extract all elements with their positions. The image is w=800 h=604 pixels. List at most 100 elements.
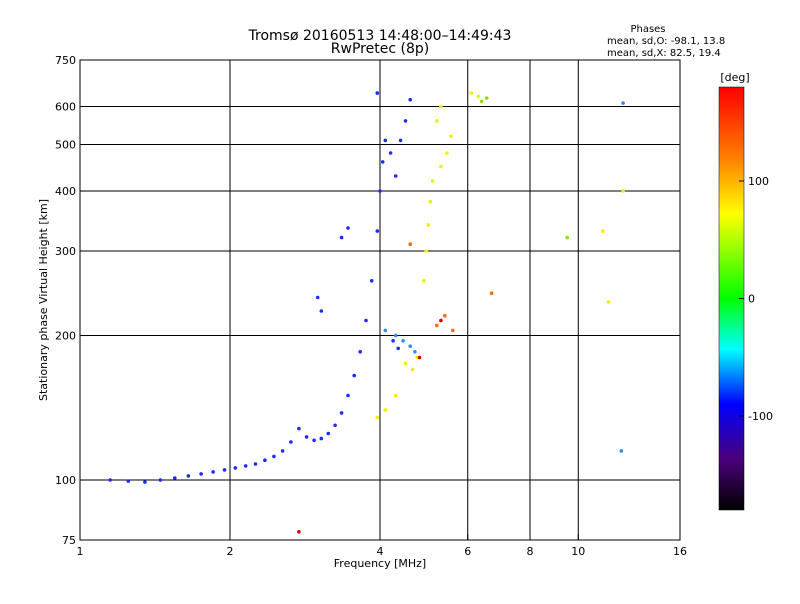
chart-title-line2: RwPretec (8p) [331,41,429,57]
data-point [326,431,331,436]
x-tick-label: 6 [464,545,471,558]
data-point [621,189,625,193]
data-point [211,470,215,474]
data-point [398,138,403,143]
data-point [315,295,320,300]
data-point [319,309,324,313]
y-tick-label: 400 [55,185,76,198]
data-point [173,476,177,480]
data-point [233,466,238,470]
data-point [369,279,374,283]
x-tick-label: 4 [377,545,384,558]
data-point [401,339,405,343]
stats-heading: Phases [630,24,665,35]
data-point [375,415,380,420]
stats-line-x: mean, sd,X: 82.5, 19.4 [607,48,721,59]
data-point [413,350,417,354]
data-point [430,179,435,183]
data-point [364,318,368,323]
data-points [108,91,625,534]
data-point [143,480,147,484]
data-point [297,426,301,431]
x-tick-label: 2 [227,545,234,558]
data-point [108,478,112,482]
data-point [393,174,398,178]
y-axis-label: Stationary phase Virtual Height [km] [37,199,50,401]
data-point [253,462,258,466]
colorbar-unit-label: [deg] [720,71,749,84]
x-tick-label: 1 [77,545,84,558]
data-point [408,97,413,102]
data-point [435,323,439,328]
data-point [403,361,408,366]
data-point [479,99,484,104]
data-point [449,134,453,139]
data-point [443,313,447,318]
data-point [126,479,131,483]
data-point [484,96,489,100]
data-point [428,199,433,204]
colorbar-tick-label: -100 [748,410,773,423]
data-point [439,164,443,169]
x-tick-label: 8 [527,545,534,558]
data-point [383,138,388,143]
y-tick-label: 600 [55,101,76,114]
data-point [601,229,605,233]
data-point [375,91,380,95]
data-point [304,435,309,439]
data-point [439,104,443,109]
data-point [469,91,474,95]
data-point [565,235,569,240]
data-point [346,226,350,230]
data-point [186,474,191,478]
data-point [396,346,401,351]
y-tick-label: 300 [55,245,76,258]
colorbar-tick-label: 100 [748,175,769,188]
data-point [489,291,494,296]
data-point [388,151,393,155]
y-tick-label: 500 [55,139,76,152]
colorbar-ticks: 100 0 -100 [739,175,773,423]
data-point [422,279,426,283]
x-tick-label: 16 [673,545,687,558]
data-point [352,373,357,378]
stats-line-o: mean, sd,O: -98.1, 13.8 [607,36,725,47]
data-point [383,328,388,333]
data-point [403,119,408,123]
data-point [445,151,449,155]
data-point [380,160,385,164]
data-point [312,438,316,443]
data-point [391,339,395,343]
data-point [222,468,227,472]
data-point [426,223,431,227]
data-point [435,119,439,123]
data-point [619,449,624,453]
data-point [263,458,267,463]
data-point [339,235,344,240]
data-point [375,229,380,233]
data-point [410,367,415,372]
data-point [417,355,422,360]
data-point [280,449,285,453]
data-point [393,333,398,338]
data-point [158,478,163,482]
y-tick-label: 75 [62,534,76,547]
data-point [199,472,203,476]
x-axis-label: Frequency [MHz] [334,557,426,570]
data-point [451,328,455,333]
data-point [476,94,481,99]
colorbar-tick-label: 0 [748,293,755,306]
data-point [346,393,350,398]
data-point [339,411,344,415]
y-tick-label: 750 [55,54,76,67]
data-point [378,189,382,193]
data-point [621,101,625,105]
data-point [358,350,363,354]
data-point [297,530,301,534]
data-point [408,344,413,349]
data-point [319,436,324,441]
data-point [272,454,276,459]
x-tick-label: 10 [571,545,585,558]
data-point [333,423,337,428]
